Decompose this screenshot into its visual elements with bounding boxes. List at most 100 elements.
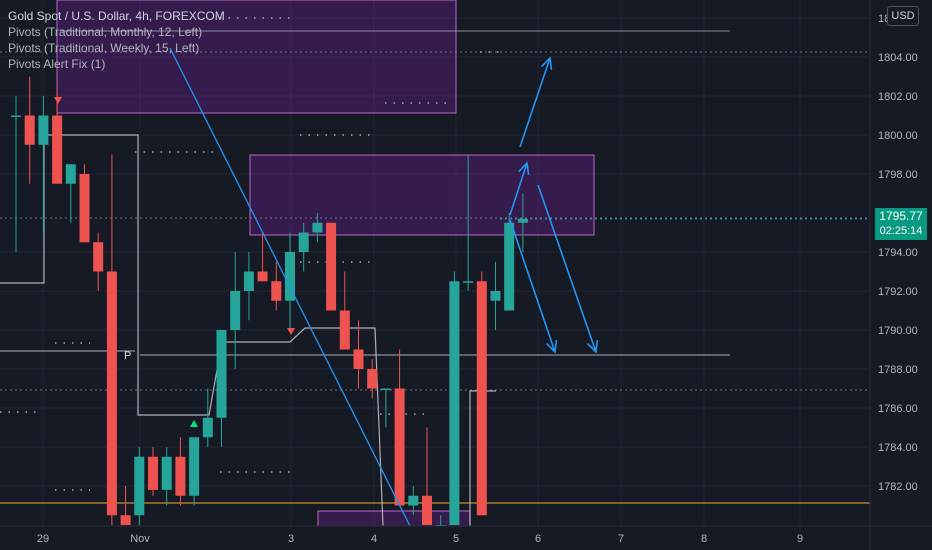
candle[interactable] (312, 213, 323, 243)
candle[interactable] (38, 96, 49, 233)
y-tick-label: 1788.00 (878, 364, 918, 376)
candle-body (463, 281, 474, 283)
projection-arrow-up-long[interactable] (519, 56, 553, 148)
candle-body (449, 281, 460, 525)
candle[interactable] (271, 261, 282, 311)
y-tick-label: 1782.00 (878, 481, 918, 493)
currency-button[interactable]: USD (887, 6, 919, 26)
y-tick-label: 1794.00 (878, 247, 918, 259)
candle-body (353, 349, 364, 369)
x-tick-label: 7 (618, 533, 624, 545)
y-tick-label: 1804.00 (878, 52, 918, 64)
projection-arrow-down-right[interactable] (537, 184, 599, 354)
candle-body (24, 115, 35, 145)
arrow-head (546, 339, 558, 354)
candle-body (271, 281, 282, 301)
candle-body (243, 271, 254, 291)
arrow-shaft (509, 219, 556, 353)
candle[interactable] (202, 388, 213, 448)
projection-arrow-down-left[interactable] (509, 219, 558, 354)
candle[interactable] (463, 154, 474, 292)
pivot-step-line-right (469, 390, 496, 526)
legend-indicator-weekly-pivots[interactable]: Pivots (Traditional, Weekly, 15, Left) (8, 41, 200, 55)
candle[interactable] (65, 164, 76, 223)
candle[interactable] (353, 320, 364, 389)
candle-body (257, 271, 268, 282)
y-tick-label: 1802.00 (878, 91, 918, 103)
candle[interactable] (422, 427, 432, 526)
arrow-head (586, 339, 599, 354)
candle[interactable] (408, 486, 419, 516)
bar-countdown: 02:25:14 (879, 225, 923, 237)
y-tick-label: 1790.00 (878, 325, 918, 337)
candle[interactable] (380, 388, 391, 428)
candle-body (148, 456, 158, 490)
candle[interactable] (134, 447, 145, 525)
candle[interactable] (490, 261, 501, 330)
y-tick-label: 1784.00 (878, 442, 918, 454)
candle-body (120, 515, 131, 525)
candle-body (408, 495, 419, 506)
x-tick-label: 5 (453, 533, 459, 545)
candle-body (106, 271, 117, 516)
candle-body (216, 330, 227, 418)
candle-body (38, 115, 49, 145)
x-tick-label: 29 (37, 533, 49, 545)
last-price-value: 1795.77 (879, 209, 923, 223)
legend-indicator-alert-fix[interactable]: Pivots Alert Fix (1) (8, 57, 106, 71)
candle[interactable] (367, 359, 378, 399)
candle[interactable] (106, 154, 117, 526)
candle[interactable] (148, 447, 158, 496)
candle-body (504, 222, 515, 311)
supply-zone-middle[interactable] (249, 154, 595, 236)
candle[interactable] (175, 437, 186, 506)
candle[interactable] (285, 232, 295, 331)
projection-arrow-up-short[interactable] (509, 161, 530, 216)
candle-body (11, 115, 21, 117)
candle[interactable] (257, 232, 268, 282)
candle[interactable] (24, 76, 35, 184)
candle[interactable] (79, 164, 90, 243)
candle[interactable] (230, 252, 241, 369)
candle[interactable] (216, 330, 227, 447)
chart-legend: Gold Spot / U.S. Dollar, 4h, FOREXCOM Pi… (8, 8, 225, 72)
candle[interactable] (326, 222, 337, 311)
supply-zone-upper[interactable] (56, 0, 457, 114)
candle[interactable] (120, 486, 131, 525)
candle[interactable] (52, 86, 63, 184)
candle[interactable] (161, 447, 172, 506)
candle-body (189, 437, 200, 496)
candle-body (161, 456, 172, 490)
candle-body (65, 164, 76, 184)
candle[interactable] (243, 252, 254, 321)
candle[interactable] (298, 222, 309, 272)
candle[interactable] (504, 213, 515, 311)
legend-symbol[interactable]: Gold Spot / U.S. Dollar, 4h, FOREXCOM (8, 9, 225, 23)
candle[interactable] (449, 271, 460, 526)
candle[interactable] (11, 96, 21, 252)
arrow-head (518, 161, 530, 175)
candle[interactable] (394, 349, 405, 506)
demand-zone-lower[interactable] (317, 510, 471, 527)
arrow-shaft (519, 57, 551, 148)
sell-signal-triangle (54, 97, 62, 104)
legend-indicator-monthly-pivots[interactable]: Pivots (Traditional, Monthly, 12, Left) (8, 25, 203, 39)
candle[interactable] (517, 193, 528, 253)
y-tick-label: 1798.00 (878, 169, 918, 181)
candle[interactable] (339, 271, 350, 350)
x-tick-label: 8 (701, 533, 707, 545)
candle[interactable] (93, 232, 104, 292)
candle[interactable] (476, 271, 487, 516)
buy-signal-triangle (190, 420, 198, 427)
candle-body (326, 222, 337, 311)
descending-trendline[interactable] (169, 47, 411, 527)
candle-body (202, 417, 213, 438)
x-tick-label: 4 (371, 533, 377, 545)
candle-body (517, 218, 528, 223)
candle-body (476, 281, 487, 516)
candle-body (93, 242, 104, 272)
candle[interactable] (189, 437, 200, 506)
candle-body (394, 388, 405, 506)
